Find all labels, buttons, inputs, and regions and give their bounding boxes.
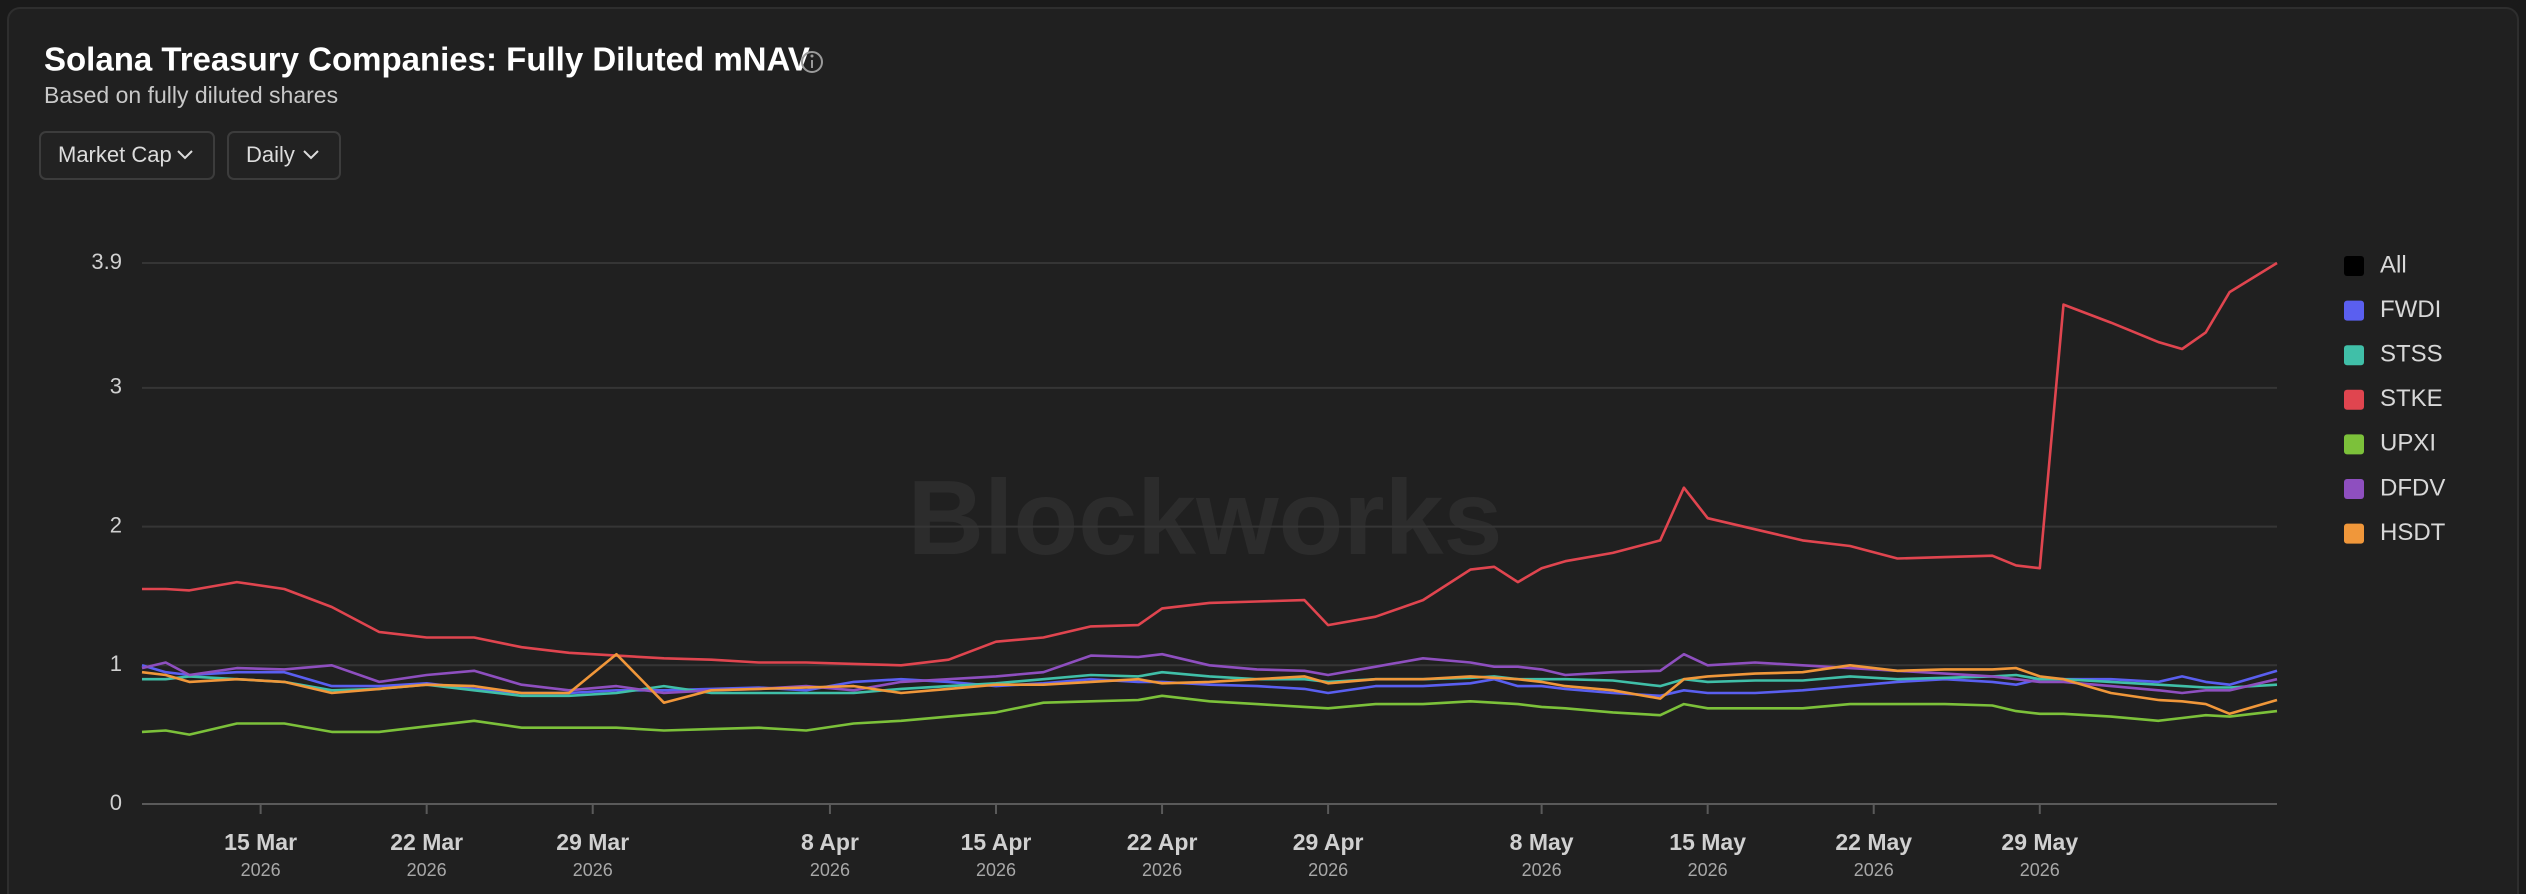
- x-tick-year: 2026: [1522, 860, 1562, 880]
- legend-swatch[interactable]: [2344, 389, 2364, 410]
- legend-swatch[interactable]: [2344, 256, 2364, 276]
- series-line: [141, 652, 2278, 716]
- y-tick-label: 3.9: [91, 249, 122, 274]
- series-line: [141, 694, 2278, 736]
- legend-label[interactable]: HSDT: [2380, 519, 2446, 546]
- legend-swatch[interactable]: [2344, 345, 2364, 366]
- x-tick-label: 15 May: [1669, 829, 1746, 855]
- interval-dropdown[interactable]: Daily: [227, 131, 341, 180]
- y-tick-label: 0: [110, 790, 122, 815]
- x-tick-label: 22 Mar: [390, 829, 463, 855]
- x-tick-label: 15 Mar: [224, 829, 297, 855]
- x-tick-year: 2026: [1688, 860, 1728, 880]
- legend-swatch[interactable]: [2344, 523, 2364, 544]
- info-icon[interactable]: [801, 51, 823, 73]
- x-tick-year: 2026: [407, 860, 447, 880]
- x-tick-year: 2026: [2020, 860, 2060, 880]
- dropdown-label: Market Cap: [58, 142, 172, 167]
- dropdown-label: Daily: [246, 142, 295, 167]
- legend-label[interactable]: FWDI: [2380, 296, 2441, 323]
- x-tick-year: 2026: [1308, 860, 1348, 880]
- x-tick-year: 2026: [1854, 860, 1894, 880]
- x-tick-label: 29 Mar: [556, 829, 629, 855]
- watermark: Blockworks: [907, 459, 1502, 577]
- x-tick-year: 2026: [810, 860, 850, 880]
- x-tick-year: 2026: [241, 860, 281, 880]
- x-tick-label: 22 May: [1835, 829, 1912, 855]
- legend-swatch[interactable]: [2344, 300, 2364, 321]
- x-tick-label: 8 Apr: [801, 829, 859, 855]
- x-tick-label: 8 May: [1510, 829, 1574, 855]
- x-tick-year: 2026: [1142, 860, 1182, 880]
- y-tick-label: 3: [110, 374, 122, 399]
- x-tick-year: 2026: [573, 860, 613, 880]
- x-tick-label: 29 May: [2001, 829, 2078, 855]
- legend-label[interactable]: STKE: [2380, 385, 2443, 412]
- y-tick-label: 2: [110, 512, 122, 537]
- series-line: [141, 652, 2278, 695]
- x-tick-label: 29 Apr: [1293, 829, 1364, 855]
- card: [7, 7, 2519, 894]
- legend-swatch[interactable]: [2344, 434, 2364, 455]
- legend-swatch[interactable]: [2344, 479, 2364, 499]
- legend-label[interactable]: All: [2380, 251, 2407, 278]
- series-line: [142, 261, 2278, 667]
- legend-label[interactable]: UPXI: [2380, 430, 2436, 457]
- chart-subtitle: Based on fully diluted shares: [44, 82, 338, 108]
- x-tick-year: 2026: [976, 860, 1016, 880]
- y-tick-label: 1: [110, 651, 122, 676]
- legend-label[interactable]: STSS: [2380, 341, 2443, 368]
- metric-dropdown[interactable]: Market Cap: [39, 131, 215, 180]
- x-tick-label: 15 Apr: [961, 829, 1032, 855]
- x-tick-label: 22 Apr: [1127, 829, 1198, 855]
- legend-label[interactable]: DFDV: [2380, 474, 2445, 501]
- chart-title: Solana Treasury Companies: Fully Diluted…: [44, 41, 810, 78]
